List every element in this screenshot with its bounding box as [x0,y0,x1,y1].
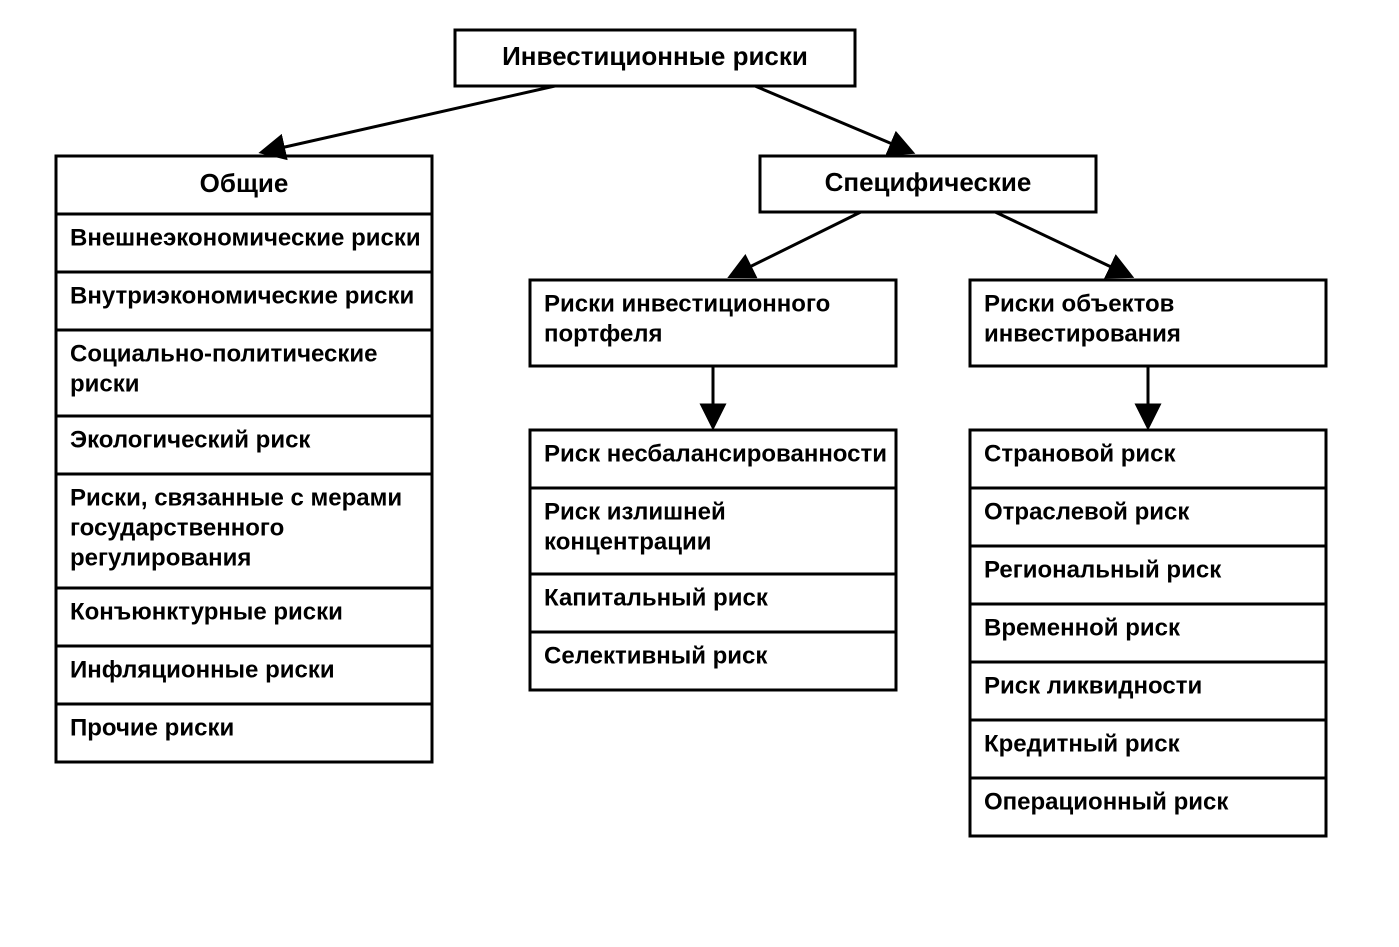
general-item: Прочие риски [70,715,234,742]
general-item: Инфляционные риски [70,657,335,684]
objects-item: Операционный риск [984,789,1229,816]
arrow-root-specific [755,86,911,152]
specific-label: Специфические [825,167,1032,197]
objects-item: Отраслевой риск [984,499,1190,526]
portfolio-item: Риск несбалансированности [544,441,887,468]
portfolio-item: Капитальный риск [544,585,769,612]
general-item: Внешнеэкономические риски [70,225,421,252]
objects-item: Риск ликвидности [984,673,1202,700]
arrow-root-general [263,86,555,152]
general-item: Конъюнктурные риски [70,599,343,626]
general-header: Общие [200,168,289,198]
objects-item: Временной риск [984,615,1181,642]
objects-item: Страновой риск [984,441,1177,468]
root-label: Инвестиционные риски [502,41,808,71]
diagram-canvas: Инвестиционные риски Общие Внешнеэкономиче… [0,0,1399,947]
general-item: Риски, связанные с мерамигосударственног… [70,485,402,572]
general-item: Социально-политическиериски [70,341,378,398]
objects-item: Кредитный риск [984,731,1181,758]
arrow-specific-portfolio [731,212,861,276]
general-item: Внутриэкономические риски [70,283,414,310]
objects-header: Риски объектовинвестирования [984,291,1181,348]
portfolio-header: Риски инвестиционногопортфеля [544,291,830,348]
portfolio-item: Риск излишнейконцентрации [544,499,726,556]
arrow-specific-objects [995,212,1130,276]
portfolio-item: Селективный риск [544,643,768,670]
general-item: Экологический риск [70,427,311,454]
objects-item: Региональный риск [984,557,1222,584]
